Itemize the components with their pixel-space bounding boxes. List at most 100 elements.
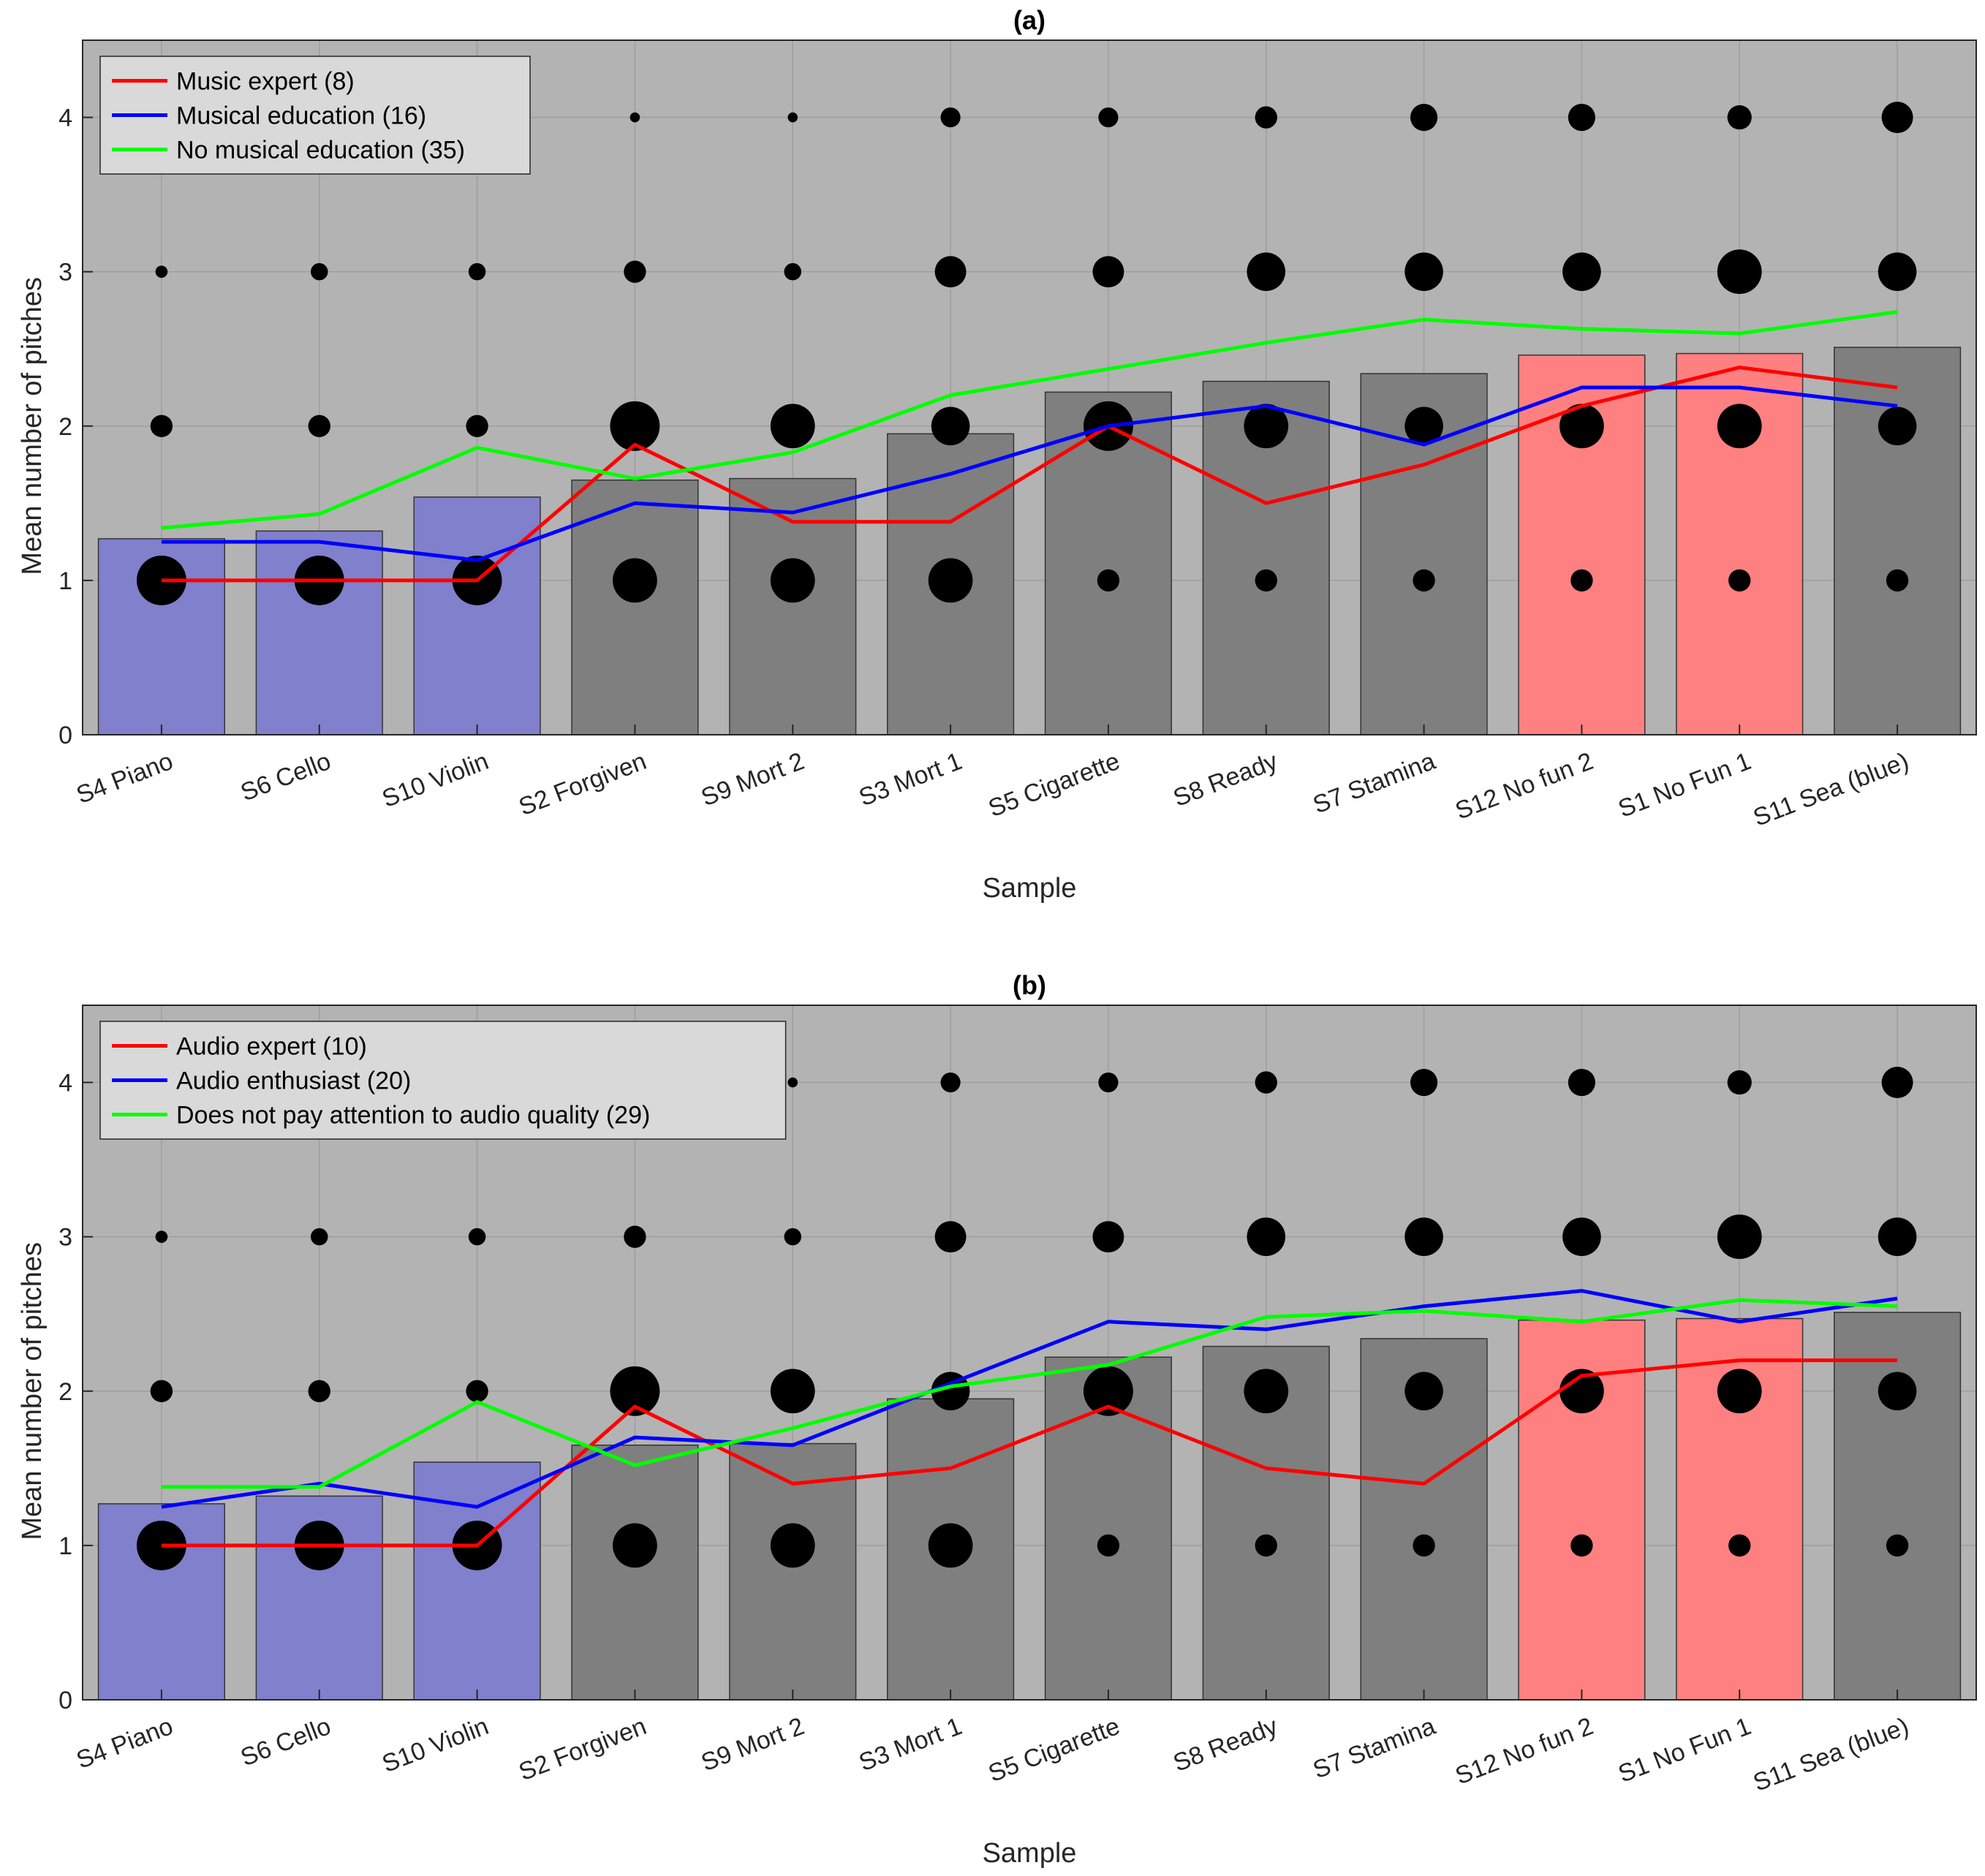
chart-b-dot: [784, 1228, 802, 1246]
chart-a-dot: [613, 558, 657, 603]
chart-b-xtick-label: S11 Sea (blue): [1750, 1712, 1913, 1797]
chart-b: 0 1 2 3 4 S4 Piano S6 Cello S10 Violin S2 Forgiv…: [17, 970, 1977, 1869]
chart-b-xlabel: Sample: [983, 1838, 1077, 1869]
chart-b-dot: [1098, 1072, 1119, 1093]
chart-a-xtick-label: S6 Cello: [237, 747, 335, 807]
chart-b-dot: [934, 1221, 967, 1253]
chart-a-dot: [787, 112, 798, 123]
chart-b-axes-box: [82, 1005, 1977, 1701]
chart-a-dot: [1404, 406, 1443, 446]
chart-b-dot: [466, 1380, 488, 1402]
chart-b-legend-label-2: Audio enthusiast (20): [176, 1067, 411, 1095]
chart-a-xlabel: Sample: [983, 873, 1077, 904]
chart-b-dot: [310, 1228, 328, 1246]
chart-a-axes-box: [82, 39, 1977, 735]
chart-b-dot: [1404, 1372, 1443, 1411]
chart-a-series-line-1: [161, 366, 1898, 583]
chart-a-bar: [413, 496, 541, 735]
chart-b-xtick-label: S7 Stamina: [1309, 1712, 1440, 1784]
chart-b-dot: [308, 1380, 330, 1402]
chart-a-dot: [1878, 406, 1917, 446]
chart-b-dot: [150, 1380, 173, 1402]
chart-b-xtick-label: S3 Mort 1: [855, 1712, 966, 1777]
chart-b-dot: [1255, 1534, 1277, 1557]
chart-b-ytick-label: 0: [58, 1687, 72, 1714]
chart-a-ytick-label: 3: [58, 259, 72, 287]
chart-b-dot: [1562, 1217, 1601, 1256]
chart-b-dot: [1559, 1369, 1604, 1414]
chart-a-dot: [1244, 404, 1289, 449]
chart-b-dot: [1404, 1217, 1443, 1256]
chart-a-dot: [934, 256, 967, 288]
chart-b-dot: [1881, 1067, 1913, 1099]
chart-a-dot: [1404, 252, 1443, 291]
chart-b-dot: [624, 1225, 646, 1248]
chart-b-dot: [1717, 1369, 1762, 1414]
chart-a-xtick-label: S10 Violin: [378, 747, 492, 813]
chart-b-legend-box: [99, 1021, 787, 1140]
chart-a-xtick-label: S11 Sea (blue): [1750, 747, 1913, 832]
chart-a-dot: [931, 406, 970, 446]
chart-a-xtick-label: S4 Piano: [72, 747, 176, 809]
chart-a-ytick-label: 4: [58, 105, 72, 132]
chart-b-dot: [1568, 1068, 1596, 1097]
chart-a-dot: [468, 262, 486, 281]
chart-b-bar: [729, 1442, 857, 1701]
chart-a-xtick-label: S9 Mort 2: [697, 747, 808, 812]
chart-a-dot: [1878, 252, 1917, 291]
chart-a-xtick-label: S1 No Fun 1: [1614, 747, 1755, 823]
chart-a-xtick-label: S3 Mort 1: [855, 747, 966, 812]
chart-b-dot: [613, 1523, 657, 1568]
chart-a-series-line-3: [161, 310, 1898, 530]
chart-a-dot: [1727, 105, 1752, 130]
chart-a-dot: [308, 415, 330, 437]
chart-b-xtick-label: S8 Ready: [1170, 1712, 1282, 1777]
chart-a-dot: [1562, 252, 1601, 291]
chart-b-dot: [1728, 1534, 1751, 1557]
chart-b-dot: [1878, 1217, 1917, 1256]
chart-b-ytick-label: 2: [58, 1378, 72, 1406]
chart-a-legend-box: [99, 56, 531, 175]
chart-a-title: (a): [1013, 5, 1046, 35]
chart-a-ylabel: Mean number of pitches: [17, 277, 48, 575]
chart-a-dot: [1255, 106, 1277, 129]
chart-a: 0 1 2 3 4 S4 Piano S6 Cello S10 Violin S2 Forgiv…: [17, 5, 1977, 904]
chart-a-series-line-2: [161, 385, 1898, 562]
chart-a-dot: [1413, 569, 1435, 592]
chart-a-dot: [1092, 256, 1124, 288]
chart-b-bar: [413, 1461, 541, 1701]
chart-a-legend-label-3: No musical education (35): [176, 137, 465, 164]
chart-b-legend-label-1: Audio expert (10): [176, 1033, 367, 1061]
chart-a-legend-label-1: Music expert (8): [176, 68, 355, 96]
chart-b-ytick-label: 1: [58, 1532, 72, 1560]
chart-b-xtick-label: S1 No Fun 1: [1614, 1712, 1755, 1788]
chart-a-dot: [770, 558, 815, 603]
chart-b-dot: [770, 1523, 815, 1568]
chart-a-dot: [1568, 103, 1596, 132]
chart-a-legend-label-2: Musical education (16): [176, 102, 426, 130]
chart-b-dot: [1410, 1068, 1438, 1097]
chart-a-dot: [940, 107, 961, 128]
chart-b-dot: [1717, 1214, 1762, 1260]
chart-a-xtick-label: S12 No fun 2: [1451, 747, 1597, 825]
chart-b-bar: [571, 1444, 699, 1701]
chart-a-dot: [1881, 102, 1913, 134]
chart-b-legend-label-3: Does not pay attention to audio quality …: [176, 1102, 650, 1130]
chart-b-series-line-3: [161, 1298, 1898, 1489]
chart-b-dot: [155, 1230, 168, 1243]
chart-a-dot: [1247, 252, 1286, 291]
chart-a-ytick-label: 1: [58, 567, 72, 595]
chart-b-dot: [1727, 1070, 1752, 1095]
chart-a-xtick-label: S8 Ready: [1170, 747, 1282, 812]
chart-b-dot: [468, 1228, 486, 1246]
chart-b-ytick-label: 3: [58, 1224, 72, 1252]
chart-b-title: (b): [1013, 970, 1046, 1000]
chart-a-dot: [150, 415, 173, 437]
chart-b-dot: [770, 1369, 815, 1414]
chart-b-dot: [1083, 1366, 1133, 1416]
chart-a-dot: [1728, 569, 1751, 592]
chart-a-bar: [571, 479, 699, 735]
chart-b-bar: [1834, 1312, 1962, 1701]
chart-b-dot: [1244, 1369, 1289, 1414]
chart-b-xtick-label: S12 No fun 2: [1451, 1712, 1597, 1790]
